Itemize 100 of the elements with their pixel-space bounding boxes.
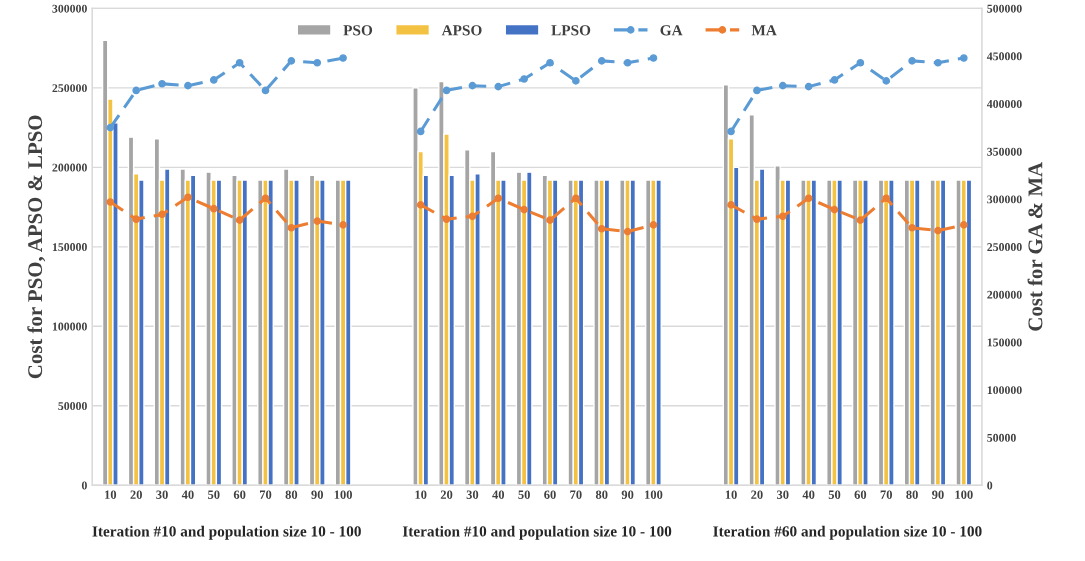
point xyxy=(778,212,787,221)
bar xyxy=(215,179,223,486)
x-tick-label: 80 xyxy=(595,490,608,499)
point xyxy=(106,198,115,206)
y2-axis-title: Cost for GA & MA xyxy=(1027,162,1043,331)
y-tick-label: 0 xyxy=(81,481,87,490)
bar xyxy=(955,179,962,486)
point xyxy=(572,194,580,203)
point xyxy=(649,54,658,62)
point xyxy=(339,54,347,62)
bar xyxy=(965,179,973,486)
y2-tick-label: 350000 xyxy=(987,147,1022,156)
point xyxy=(856,58,865,67)
point xyxy=(313,217,322,225)
x-tick-label: 90 xyxy=(621,490,634,499)
point xyxy=(546,216,554,224)
point xyxy=(804,194,813,203)
bar xyxy=(748,114,756,486)
x-tick-label: 30 xyxy=(156,490,168,499)
text: Iteration #60 and population size 10 - 100 xyxy=(713,525,982,540)
x-tick-label: 40 xyxy=(181,490,194,499)
x-tick-label: 60 xyxy=(854,490,867,499)
x-tick-label: 60 xyxy=(233,490,246,499)
x-tick-label: 40 xyxy=(492,490,505,499)
point xyxy=(287,223,296,232)
point xyxy=(416,201,425,209)
point xyxy=(623,58,632,67)
point xyxy=(261,194,270,203)
point xyxy=(184,81,192,90)
y2-tick-label: 500000 xyxy=(987,4,1022,13)
x-tick-label: 70 xyxy=(570,490,582,499)
y-tick-label: 300000 xyxy=(52,4,87,13)
y-tick-label: 200000 xyxy=(52,163,87,172)
x-tick-label: 70 xyxy=(880,490,892,499)
legend-label: GA xyxy=(660,25,683,36)
point xyxy=(416,127,425,136)
x-tick-label: 20 xyxy=(440,490,453,499)
point xyxy=(209,76,218,84)
y-tick-label: 50000 xyxy=(58,402,87,410)
point xyxy=(313,58,322,67)
y2-tick-label: 200000 xyxy=(987,290,1022,299)
point xyxy=(572,77,580,85)
bar xyxy=(758,168,766,486)
x-tick-label: 50 xyxy=(208,490,220,499)
x-tick-label: 50 xyxy=(828,490,841,499)
point xyxy=(546,58,554,67)
legend-label: LPSO xyxy=(551,25,591,36)
x-tick-label: 60 xyxy=(544,490,556,499)
point xyxy=(494,194,503,203)
point xyxy=(235,58,244,67)
x-tick-label: 20 xyxy=(751,490,763,499)
point xyxy=(830,205,839,214)
point xyxy=(753,86,761,95)
legend-label: APSO xyxy=(441,25,482,36)
x-tick-label: 100 xyxy=(334,490,352,499)
point xyxy=(960,221,968,229)
point xyxy=(934,58,942,67)
x-tick-label: 10 xyxy=(415,490,427,499)
bar xyxy=(939,179,947,486)
point xyxy=(882,77,891,85)
point xyxy=(261,86,270,95)
point xyxy=(727,201,735,209)
point xyxy=(804,82,813,91)
text: Iteration #10 and population size 10 - 100 xyxy=(402,525,672,540)
point xyxy=(287,57,296,65)
point xyxy=(727,127,735,136)
point xyxy=(209,204,218,213)
point xyxy=(597,57,606,65)
x-tick-label: 10 xyxy=(105,490,117,499)
bar xyxy=(913,179,921,486)
point xyxy=(830,76,839,84)
point xyxy=(132,215,141,224)
y2-tick-label: 250000 xyxy=(987,243,1022,252)
x-tick-label: 30 xyxy=(777,490,789,499)
x-tick-label: 80 xyxy=(906,490,918,499)
y-tick-label: 100000 xyxy=(52,322,87,331)
x-tick-label: 90 xyxy=(311,490,324,499)
bar xyxy=(577,179,585,486)
legend-label: PSO xyxy=(343,25,373,36)
point xyxy=(934,226,942,235)
y2-tick-label: 50000 xyxy=(987,433,1016,442)
point xyxy=(520,75,528,83)
y2-tick-label: 400000 xyxy=(986,100,1022,108)
bar xyxy=(179,168,187,486)
x-tick-label: 100 xyxy=(645,490,663,499)
point xyxy=(520,205,528,214)
point xyxy=(158,79,166,88)
point xyxy=(960,54,968,62)
point xyxy=(106,123,115,132)
x-tick-label: 90 xyxy=(932,490,944,499)
x-tick-label: 50 xyxy=(518,490,530,499)
point xyxy=(339,221,347,229)
point xyxy=(468,81,477,90)
y2-tick-label: 150000 xyxy=(987,338,1022,347)
y-tick-label: 150000 xyxy=(52,243,87,252)
point xyxy=(908,57,916,65)
point xyxy=(597,224,606,233)
point xyxy=(649,221,658,229)
point xyxy=(132,86,141,95)
point xyxy=(623,227,632,236)
